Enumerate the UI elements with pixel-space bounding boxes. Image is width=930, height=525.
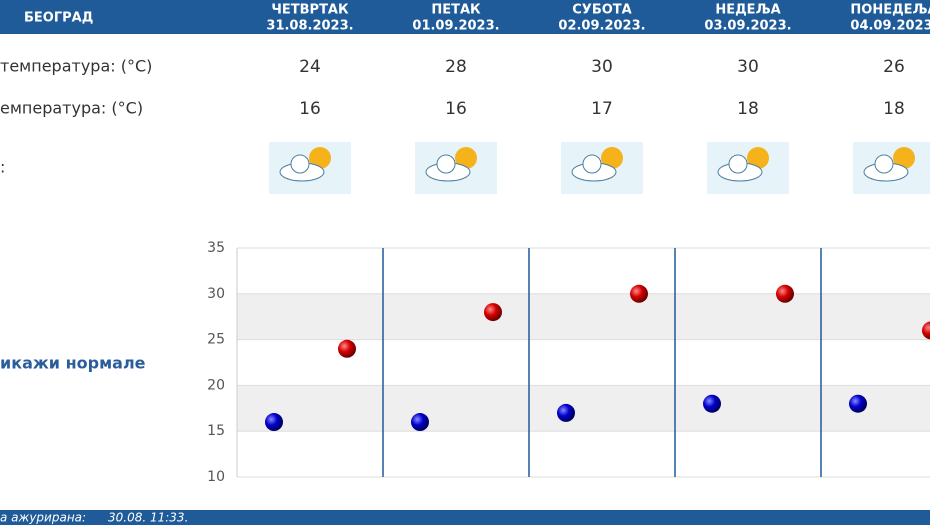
- header-bar: [0, 0, 930, 34]
- y-tick-label: 35: [207, 240, 225, 256]
- row-label: емпература: (°C): [0, 99, 143, 118]
- y-tick-label: 20: [207, 377, 225, 393]
- icon-cloud: [582, 154, 602, 174]
- column-date: 01.09.2023.: [412, 19, 499, 34]
- weather-icon: [853, 142, 930, 194]
- y-tick-label: 25: [207, 332, 225, 348]
- weather-icon: [561, 142, 643, 194]
- grid-band: [237, 293, 930, 340]
- cell-value: 17: [591, 99, 613, 119]
- y-tick-label: 30: [207, 286, 225, 302]
- weather-icon: [415, 142, 497, 194]
- icon-sun: [455, 147, 477, 169]
- y-tick-label: 15: [207, 423, 225, 439]
- column-day: СУБОТА: [572, 3, 631, 18]
- max-temp-dot: [922, 321, 930, 340]
- column-day: ПОНЕДЕЉА: [850, 3, 930, 18]
- max-temp-dot: [338, 339, 356, 358]
- cell-value: 28: [445, 57, 467, 77]
- city: БЕОГРАД: [24, 11, 93, 26]
- icon-sun: [893, 147, 915, 169]
- min-temp-dot: [265, 413, 283, 432]
- min-temp-dot: [411, 413, 429, 432]
- cell-value: 18: [883, 99, 905, 119]
- icon-sun: [747, 147, 769, 169]
- grid-band: [237, 385, 930, 432]
- footer-label: а ажурирана:: [0, 511, 86, 525]
- cell-value: 30: [591, 57, 613, 77]
- cell-value: 16: [299, 99, 321, 119]
- column-date: 31.08.2023.: [266, 19, 353, 34]
- chart: 10 15 20 25 30 35: [207, 240, 930, 485]
- cell-value: 30: [737, 57, 759, 77]
- column-date: 02.09.2023.: [558, 19, 645, 34]
- max-temp-dot: [484, 303, 502, 322]
- icon-sun: [309, 147, 331, 169]
- column-day: ПЕТАК: [431, 3, 481, 18]
- icon-sun: [601, 147, 623, 169]
- y-tick-label: 10: [207, 469, 225, 485]
- icon-cloud: [436, 154, 456, 174]
- min-temp-dot: [849, 394, 867, 413]
- cell-value: 24: [299, 57, 321, 77]
- weather-icon: [707, 142, 789, 194]
- footer-bar: [0, 510, 930, 525]
- column-date: 03.09.2023.: [704, 19, 791, 34]
- row-label: температура: (°C): [0, 57, 152, 76]
- icon-cloud: [874, 154, 894, 174]
- column-day: НЕДЕЉА: [715, 3, 780, 18]
- cell-value: 26: [883, 57, 905, 77]
- weather-icon: [269, 142, 351, 194]
- min-temp-dot: [703, 394, 721, 413]
- max-temp-dot: [630, 284, 648, 303]
- min-temp-dot: [557, 403, 575, 422]
- column-day: ЧЕТВРТАК: [271, 3, 349, 18]
- max-temp-dot: [776, 284, 794, 303]
- normals-toggle[interactable]: икажи нормале: [0, 354, 146, 373]
- row-label: :: [0, 158, 5, 177]
- cell-value: 16: [445, 99, 467, 119]
- footer-time: 30.08. 11:33.: [108, 511, 188, 525]
- column-date: 04.09.2023.: [850, 19, 930, 34]
- icon-cloud: [728, 154, 748, 174]
- cell-value: 18: [737, 99, 759, 119]
- icon-cloud: [290, 154, 310, 174]
